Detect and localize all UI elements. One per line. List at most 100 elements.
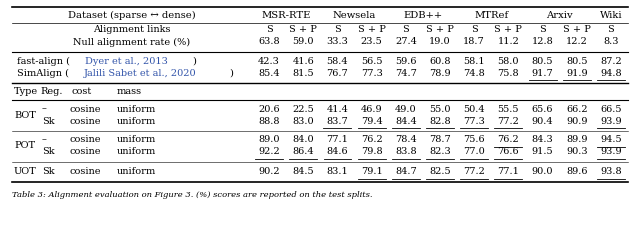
Text: S: S: [266, 26, 273, 35]
Text: 84.6: 84.6: [326, 148, 348, 157]
Text: Dyer et al., 2013: Dyer et al., 2013: [85, 56, 168, 66]
Text: EDB++: EDB++: [403, 11, 442, 20]
Text: 83.0: 83.0: [292, 117, 314, 125]
Text: 76.2: 76.2: [497, 136, 519, 145]
Text: 74.8: 74.8: [463, 68, 485, 78]
Text: 94.8: 94.8: [600, 68, 621, 78]
Text: S + P: S + P: [495, 26, 522, 35]
Text: 89.6: 89.6: [566, 168, 588, 176]
Text: 84.4: 84.4: [395, 117, 417, 125]
Text: 66.5: 66.5: [600, 105, 621, 114]
Text: 93.8: 93.8: [600, 168, 621, 176]
Text: S: S: [334, 26, 341, 35]
Text: Sk: Sk: [42, 117, 54, 125]
Text: 83.1: 83.1: [326, 168, 348, 176]
Text: S + P: S + P: [563, 26, 591, 35]
Text: cost: cost: [72, 86, 92, 95]
Text: 83.8: 83.8: [395, 148, 417, 157]
Text: uniform: uniform: [117, 117, 156, 125]
Text: 19.0: 19.0: [429, 38, 451, 47]
Text: Arxiv: Arxiv: [547, 11, 573, 20]
Text: 55.0: 55.0: [429, 105, 451, 114]
Text: 88.8: 88.8: [259, 117, 280, 125]
Text: ): ): [229, 68, 234, 78]
Text: 58.0: 58.0: [498, 56, 519, 66]
Text: 94.5: 94.5: [600, 136, 621, 145]
Text: uniform: uniform: [117, 148, 156, 157]
Text: 79.4: 79.4: [361, 117, 383, 125]
Text: 90.4: 90.4: [532, 117, 554, 125]
Text: –: –: [42, 136, 47, 145]
Text: 91.9: 91.9: [566, 68, 588, 78]
Text: uniform: uniform: [117, 168, 156, 176]
Text: 33.3: 33.3: [326, 38, 348, 47]
Text: 93.9: 93.9: [600, 148, 621, 157]
Text: SimAlign (: SimAlign (: [17, 68, 69, 78]
Text: 65.6: 65.6: [532, 105, 554, 114]
Text: 12.8: 12.8: [532, 38, 554, 47]
Text: 60.8: 60.8: [429, 56, 451, 66]
Text: 80.5: 80.5: [532, 56, 554, 66]
Text: POT: POT: [14, 141, 35, 150]
Text: 66.2: 66.2: [566, 105, 588, 114]
Text: 79.8: 79.8: [361, 148, 383, 157]
Text: Wiki: Wiki: [600, 11, 622, 20]
Text: 77.1: 77.1: [326, 136, 348, 145]
Text: 41.6: 41.6: [292, 56, 314, 66]
Text: 90.0: 90.0: [532, 168, 554, 176]
Text: Null alignment rate (%): Null alignment rate (%): [74, 37, 191, 47]
Text: cosine: cosine: [70, 168, 102, 176]
Text: S: S: [539, 26, 546, 35]
Text: Type: Type: [14, 86, 38, 95]
Text: Alignment links: Alignment links: [93, 26, 171, 35]
Text: 75.8: 75.8: [497, 68, 519, 78]
Text: 77.3: 77.3: [463, 117, 485, 125]
Text: 76.6: 76.6: [497, 148, 519, 157]
Text: Jalili Sabet et al., 2020: Jalili Sabet et al., 2020: [84, 68, 196, 78]
Text: 77.1: 77.1: [497, 168, 519, 176]
Text: 82.3: 82.3: [429, 148, 451, 157]
Text: 87.2: 87.2: [600, 56, 622, 66]
Text: ): ): [193, 56, 196, 66]
Text: S + P: S + P: [426, 26, 454, 35]
Text: 81.5: 81.5: [292, 68, 314, 78]
Text: Table 3: Alignment evaluation on Figure 3. (%) scores are reported on the test s: Table 3: Alignment evaluation on Figure …: [12, 191, 372, 199]
Text: 46.9: 46.9: [361, 105, 383, 114]
Text: S + P: S + P: [358, 26, 385, 35]
Text: 89.0: 89.0: [259, 136, 280, 145]
Text: BOT: BOT: [14, 110, 36, 120]
Text: 11.2: 11.2: [497, 38, 519, 47]
Text: 84.7: 84.7: [395, 168, 417, 176]
Text: 77.3: 77.3: [361, 68, 383, 78]
Text: 82.8: 82.8: [429, 117, 451, 125]
Text: cosine: cosine: [70, 136, 102, 145]
Text: 84.0: 84.0: [292, 136, 314, 145]
Text: 80.5: 80.5: [566, 56, 588, 66]
Text: 50.4: 50.4: [463, 105, 485, 114]
Text: 27.4: 27.4: [395, 38, 417, 47]
Text: 58.1: 58.1: [463, 56, 485, 66]
Text: 12.2: 12.2: [566, 38, 588, 47]
Text: uniform: uniform: [117, 105, 156, 114]
Text: 93.9: 93.9: [600, 117, 621, 125]
Text: 83.7: 83.7: [326, 117, 348, 125]
Text: 90.2: 90.2: [259, 168, 280, 176]
Text: 79.1: 79.1: [361, 168, 383, 176]
Text: Newsela: Newsela: [333, 11, 376, 20]
Text: 41.4: 41.4: [326, 105, 348, 114]
Text: S: S: [403, 26, 409, 35]
Text: 49.0: 49.0: [395, 105, 417, 114]
Text: 78.9: 78.9: [429, 68, 451, 78]
Text: 42.3: 42.3: [258, 56, 280, 66]
Text: MTRef: MTRef: [474, 11, 508, 20]
Text: 22.5: 22.5: [292, 105, 314, 114]
Text: UOT: UOT: [14, 168, 36, 176]
Text: 76.2: 76.2: [361, 136, 383, 145]
Text: 77.2: 77.2: [463, 168, 485, 176]
Text: S + P: S + P: [289, 26, 317, 35]
Text: 86.4: 86.4: [292, 148, 314, 157]
Text: 90.3: 90.3: [566, 148, 588, 157]
Text: 84.5: 84.5: [292, 168, 314, 176]
Text: cosine: cosine: [70, 148, 102, 157]
Text: 56.5: 56.5: [361, 56, 382, 66]
